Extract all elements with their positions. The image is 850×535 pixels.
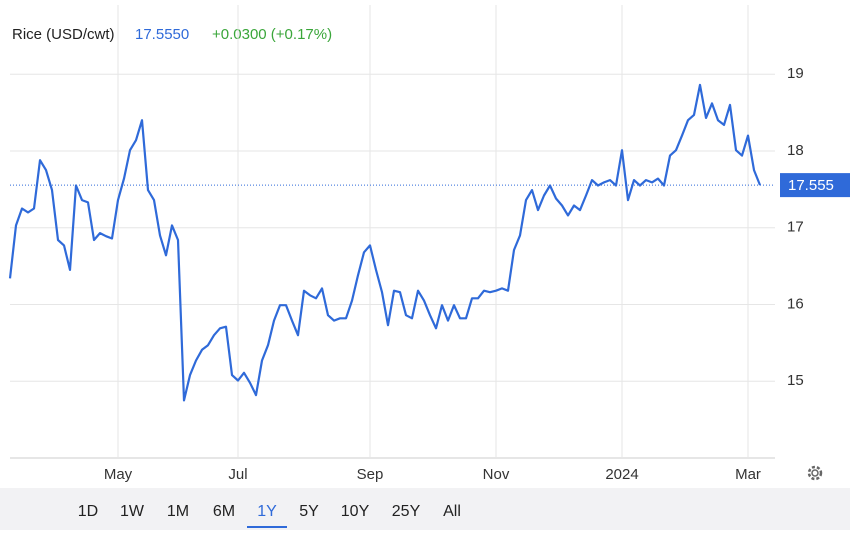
x-tick-label: Jul [228,466,247,483]
x-tick-label: 2024 [605,466,638,483]
range-button[interactable]: 1D [78,503,98,520]
x-tick-label: Mar [735,466,761,483]
range-button[interactable]: 1M [167,503,189,520]
range-button[interactable]: 25Y [392,503,421,520]
price-tag-label: 17.555 [788,177,834,194]
range-button[interactable]: All [443,503,461,520]
y-tick-label: 18 [787,142,804,159]
range-button[interactable]: 5Y [299,503,319,520]
settings-icon[interactable] [807,465,823,481]
y-tick-label: 17 [787,219,804,236]
line [8,83,762,402]
y-tick-label: 16 [787,295,804,312]
x-tick-label: May [104,466,133,483]
x-tick-label: Sep [357,466,384,483]
range-bar [0,488,850,530]
range-button[interactable]: 1Y [257,503,277,520]
price-tag [780,173,850,198]
y-tick-label: 15 [787,372,804,389]
x-tick-label: Nov [483,466,510,483]
range-button[interactable]: 1W [120,503,145,520]
range-button[interactable]: 6M [213,503,235,520]
change: +0.0300 (+0.17%) [212,26,332,43]
price: 17.5550 [135,26,189,43]
chart-title: Rice (USD/cwt) [12,26,115,43]
y-tick-label: 19 [787,65,804,82]
range-button[interactable]: 10Y [341,503,370,520]
